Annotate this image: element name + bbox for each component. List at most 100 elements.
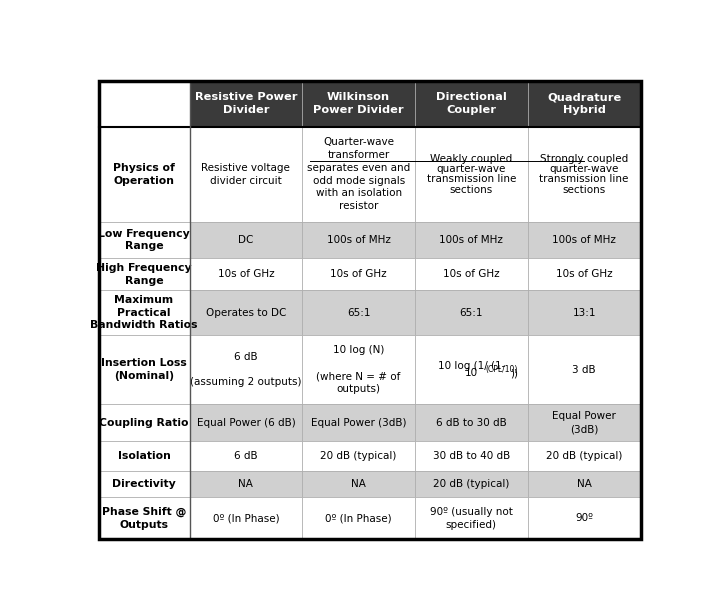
Text: DC: DC: [238, 235, 254, 245]
Bar: [415, 335, 528, 404]
Text: NA: NA: [577, 479, 592, 489]
Bar: [302, 127, 415, 222]
Bar: [190, 258, 302, 290]
Text: 10 log (N)

(where N = # of
outputs): 10 log (N) (where N = # of outputs): [317, 346, 401, 394]
Text: Resistive Power
Divider: Resistive Power Divider: [195, 92, 297, 115]
Bar: [302, 81, 415, 127]
Text: Low Frequency
Range: Low Frequency Range: [98, 228, 190, 251]
Bar: [528, 222, 640, 258]
Bar: [99, 222, 190, 258]
Bar: [528, 441, 640, 471]
Text: Isolation: Isolation: [118, 451, 170, 461]
Text: Strongly coupled: Strongly coupled: [540, 154, 628, 163]
Bar: [415, 290, 528, 335]
Bar: [302, 441, 415, 471]
Text: 10s of GHz: 10s of GHz: [218, 270, 274, 279]
Text: transmission line: transmission line: [427, 174, 516, 184]
Text: sections: sections: [450, 185, 493, 195]
Bar: [415, 471, 528, 497]
Text: Maximum
Practical
Bandwidth Ratios: Maximum Practical Bandwidth Ratios: [90, 295, 198, 330]
Text: Insertion Loss
(Nominal): Insertion Loss (Nominal): [101, 359, 187, 381]
Text: 0º (In Phase): 0º (In Phase): [213, 513, 279, 523]
Bar: [99, 81, 190, 127]
Text: 65:1: 65:1: [460, 308, 483, 317]
Text: Resistive voltage
divider circuit: Resistive voltage divider circuit: [201, 163, 291, 185]
Text: 10s of GHz: 10s of GHz: [556, 270, 612, 279]
Bar: [528, 404, 640, 441]
Text: 13:1: 13:1: [572, 308, 596, 317]
Bar: [415, 441, 528, 471]
Text: Directivity: Directivity: [112, 479, 176, 489]
Text: 10s of GHz: 10s of GHz: [330, 270, 387, 279]
Bar: [302, 258, 415, 290]
Text: sections: sections: [562, 185, 606, 195]
Bar: [415, 258, 528, 290]
Bar: [190, 441, 302, 471]
Text: 30 dB to 40 dB: 30 dB to 40 dB: [433, 451, 510, 461]
Bar: [302, 335, 415, 404]
Bar: [190, 335, 302, 404]
Bar: [415, 81, 528, 127]
Text: 6 dB: 6 dB: [234, 451, 257, 461]
Text: 20 dB (typical): 20 dB (typical): [321, 451, 397, 461]
Bar: [99, 441, 190, 471]
Text: Weakly coupled: Weakly coupled: [430, 154, 513, 163]
Bar: [99, 290, 190, 335]
Text: Wilkinson
Power Divider: Wilkinson Power Divider: [314, 92, 404, 115]
Text: transmission line: transmission line: [539, 174, 629, 184]
Bar: [528, 258, 640, 290]
Bar: [302, 471, 415, 497]
Bar: [528, 127, 640, 222]
Text: Weakly: Weakly: [352, 154, 389, 163]
Text: quarter-wave: quarter-wave: [437, 164, 506, 174]
Text: Directional
Coupler: Directional Coupler: [436, 92, 507, 115]
Bar: [415, 127, 528, 222]
Bar: [190, 290, 302, 335]
Text: 3 dB: 3 dB: [572, 365, 596, 375]
Text: )): )): [510, 368, 518, 378]
Bar: [415, 222, 528, 258]
Bar: [302, 222, 415, 258]
Bar: [190, 127, 302, 222]
Bar: [302, 290, 415, 335]
Bar: [99, 335, 190, 404]
Bar: [99, 127, 190, 222]
Text: Physics of
Operation: Physics of Operation: [113, 163, 175, 185]
Bar: [528, 471, 640, 497]
Text: Quarter-wave
transformer
separates even and
odd mode signals
with an isolation
r: Quarter-wave transformer separates even …: [307, 137, 410, 211]
Bar: [302, 497, 415, 539]
Bar: [302, 404, 415, 441]
Text: 10: 10: [465, 368, 478, 378]
Bar: [415, 404, 528, 441]
Text: Equal Power
(3dB): Equal Power (3dB): [552, 411, 616, 434]
Bar: [528, 497, 640, 539]
Text: Quadrature
Hybrid: Quadrature Hybrid: [547, 92, 622, 115]
Text: Equal Power (6 dB): Equal Power (6 dB): [197, 418, 296, 428]
Text: 6 dB

(assuming 2 outputs): 6 dB (assuming 2 outputs): [190, 352, 301, 387]
Bar: [99, 258, 190, 290]
Text: Strongly: Strongly: [461, 154, 505, 163]
Text: Phase Shift @
Outputs: Phase Shift @ Outputs: [102, 507, 186, 530]
Text: (CPL/10): (CPL/10): [485, 365, 518, 374]
Text: 90º: 90º: [575, 513, 593, 523]
Text: Coupling Ratio: Coupling Ratio: [99, 418, 189, 428]
Text: 6 dB to 30 dB: 6 dB to 30 dB: [436, 418, 507, 428]
Text: 90º (usually not
specified): 90º (usually not specified): [430, 507, 513, 530]
Text: High Frequency
Range: High Frequency Range: [96, 263, 192, 286]
Text: quarter-wave: quarter-wave: [549, 164, 619, 174]
Text: 20 dB (typical): 20 dB (typical): [546, 451, 622, 461]
Text: NA: NA: [239, 479, 253, 489]
Bar: [190, 404, 302, 441]
Bar: [528, 81, 640, 127]
Text: Equal Power (3dB): Equal Power (3dB): [311, 418, 407, 428]
Bar: [528, 290, 640, 335]
Bar: [190, 222, 302, 258]
Bar: [190, 471, 302, 497]
Bar: [190, 497, 302, 539]
Text: 100s of MHz: 100s of MHz: [440, 235, 503, 245]
Text: 100s of MHz: 100s of MHz: [327, 235, 391, 245]
Bar: [99, 471, 190, 497]
Text: NA: NA: [351, 479, 366, 489]
Bar: [415, 497, 528, 539]
Text: 65:1: 65:1: [347, 308, 371, 317]
